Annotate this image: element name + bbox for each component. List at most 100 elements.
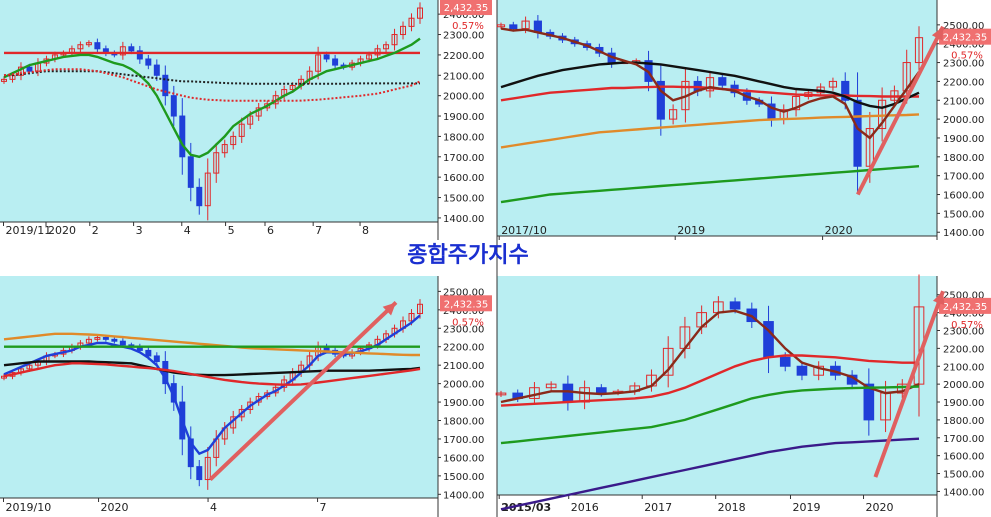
candle-body [85, 338, 92, 344]
trend-arrow-shaft [208, 301, 398, 481]
change-pct-label: 0.57% [951, 51, 983, 62]
y-tick-label: 1600.00 [443, 453, 484, 464]
change-pct-label: 0.57% [951, 320, 983, 331]
candle-body [315, 54, 322, 72]
series-line-green-ma [500, 385, 920, 445]
y-tick-label: 2500.00 [943, 21, 984, 32]
y-tick-label: 1500.00 [443, 472, 484, 483]
y-tick-label: 1700.00 [943, 172, 984, 183]
series-line-orange-ma [500, 113, 920, 149]
trend-arrow-head [931, 26, 943, 41]
x-tick-label: 3 [136, 224, 143, 237]
candle-body [162, 74, 169, 97]
change-pct-label: 0.57% [452, 21, 484, 32]
candle-body [170, 95, 177, 117]
x-tick-label: 2018 [718, 501, 746, 514]
series-line-black-ma [3, 360, 421, 377]
y-tick-label: 1500.00 [943, 209, 984, 220]
candle-body [153, 64, 160, 76]
x-tick-label: 2020 [825, 224, 853, 237]
x-tick-label: 2017 [644, 501, 672, 514]
x-tick-label: 4 [184, 224, 191, 237]
candle-body [718, 77, 727, 86]
y-tick-label: 1400.00 [443, 214, 484, 225]
candle-body [102, 337, 109, 340]
candle-body [145, 58, 152, 66]
y-tick-label: 1900.00 [443, 112, 484, 123]
candle-body [400, 25, 407, 36]
panel-tr-bg [497, 0, 937, 236]
candle-body [705, 77, 715, 92]
y-tick-label: 1800.00 [443, 417, 484, 428]
y-tick-label: 2100.00 [943, 96, 984, 107]
candle-body [94, 337, 101, 340]
candle-body [179, 115, 186, 158]
candle-body [729, 301, 741, 310]
chart-title: 종합주가지수 [407, 242, 528, 268]
candle-body [408, 313, 415, 322]
y-tick-label: 2400.00 [943, 309, 984, 320]
y-tick-label: 2000.00 [943, 115, 984, 126]
y-tick-label: 2000.00 [443, 380, 484, 391]
series-line-red-ma [3, 362, 421, 386]
y-tick-label: 1400.00 [943, 228, 984, 239]
y-tick-label: 1600.00 [443, 173, 484, 184]
y-tick-label: 1600.00 [943, 191, 984, 202]
candle-body [196, 186, 203, 207]
candle-body [187, 156, 194, 188]
x-tick-label: 7 [320, 501, 327, 514]
y-tick-label: 2200.00 [943, 77, 984, 88]
candle-body [865, 128, 874, 167]
x-tick-label: 5 [228, 224, 235, 237]
x-tick-label: 2019 [677, 224, 705, 237]
x-tick-label: 2020 [48, 224, 76, 237]
y-tick-label: 2200.00 [443, 343, 484, 354]
y-tick-label: 1500.00 [443, 194, 484, 205]
candle-body [119, 46, 126, 56]
candle-body [669, 109, 678, 120]
candle-body [595, 387, 607, 394]
y-tick-label: 2300.00 [443, 31, 484, 42]
panel-daily-2019-11: 1400.00 1500.00 1600.00 1700.00 1800.00 1900.… [1, 0, 492, 237]
series-line-black-ma [500, 61, 920, 110]
y-tick-label: 1500.00 [943, 470, 984, 481]
candle-body [204, 456, 211, 481]
series-line-brown-ma [500, 309, 920, 404]
price-badge [440, 0, 492, 16]
candle-body [111, 338, 118, 342]
candle-body [779, 356, 791, 367]
y-tick-label: 1900.00 [943, 134, 984, 145]
price-badge [939, 28, 991, 45]
candle-body [136, 50, 143, 60]
candle-body [383, 44, 390, 50]
y-tick-label: 1800.00 [943, 416, 984, 427]
y-tick-label: 2500.00 [943, 291, 984, 302]
x-tick-label: 2016 [571, 501, 599, 514]
y-tick-label: 1700.00 [943, 434, 984, 445]
panel-daily-2019-10: 1400.00 1500.00 1600.00 1700.00 1800.00 1900.… [1, 287, 492, 514]
y-tick-label: 2000.00 [443, 92, 484, 103]
candle-body [417, 7, 423, 19]
series-line-green-ma [3, 37, 421, 159]
series-line-red-ma [500, 354, 919, 407]
candle-body [366, 54, 373, 60]
candle-body [77, 44, 84, 50]
y-tick-label: 1700.00 [443, 153, 484, 164]
y-tick-label: 2400.00 [443, 10, 484, 21]
price-badge-value: 2,432.35 [943, 302, 988, 313]
panel-bl-bg [0, 276, 438, 498]
series-line-purple-ma [500, 437, 920, 511]
x-tick-label: 8 [362, 224, 369, 237]
x-tick-label: 6 [267, 224, 274, 237]
y-tick-label: 2100.00 [443, 71, 484, 82]
y-tick-label: 1700.00 [443, 435, 484, 446]
candle-body [791, 95, 801, 111]
candle-body [247, 401, 254, 410]
candle-body [841, 80, 850, 101]
candle-body [94, 42, 101, 50]
x-tick-label: 2019/10 [6, 501, 52, 514]
candle-body [332, 58, 339, 66]
series-line-orange-ma [3, 332, 420, 357]
panel-monthly-2017-10: 1400.00 1500.00 1600.00 1700.00 1800.00 1900.… [496, 15, 991, 240]
candle-body [391, 34, 398, 46]
